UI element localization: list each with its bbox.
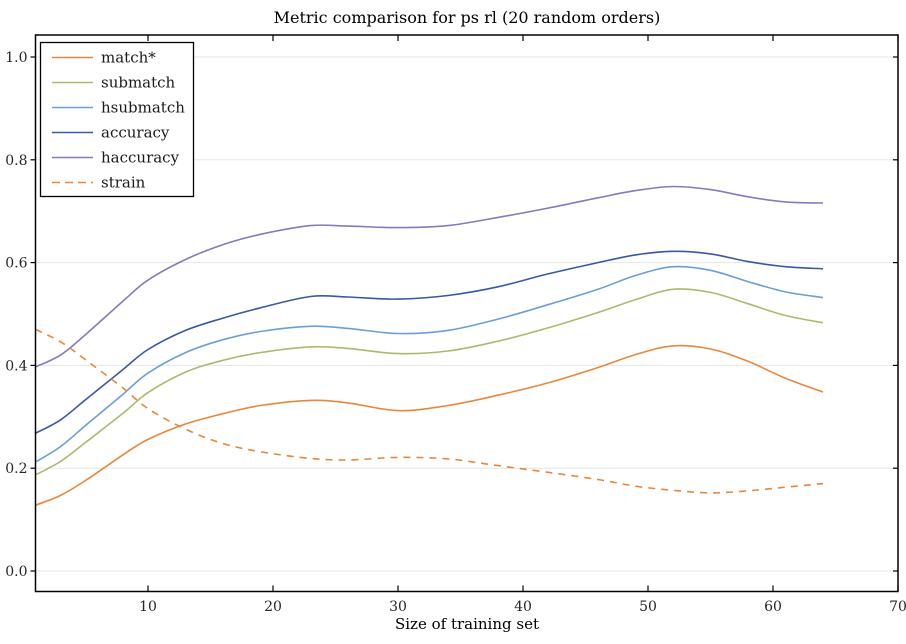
series-line-accuracy	[35, 250, 824, 434]
series-line-submatch	[35, 288, 824, 476]
x-axis-label: Size of training set	[395, 615, 539, 633]
y-tick-label: 0.8	[5, 153, 27, 169]
x-tick-label: 30	[389, 599, 407, 615]
legend: match* submatch hsubmatch accuracy haccuracy…	[39, 41, 195, 198]
y-tick-label: 0.4	[5, 358, 27, 374]
series-line-match*	[35, 344, 824, 506]
x-tick-label: 60	[764, 599, 782, 615]
legend-label-match*: match*	[101, 49, 156, 67]
legend-label-haccuracy: haccuracy	[101, 149, 180, 167]
x-tick-label: 10	[139, 599, 157, 615]
legend-label-submatch: submatch	[101, 74, 176, 92]
legend-label-strain: strain	[101, 174, 146, 192]
axes-frame	[34, 34, 899, 593]
series-layer	[35, 185, 824, 506]
y-tick-label: 0.2	[5, 461, 27, 477]
x-tick-label: 20	[264, 599, 282, 615]
legend-label-accuracy: accuracy	[101, 124, 170, 142]
x-tick-label: 40	[514, 599, 532, 615]
legend-label-hsubmatch: hsubmatch	[101, 99, 185, 117]
x-tick-label: 70	[889, 599, 906, 615]
axes-layer: 10 20 30 40 50 60 70 0.0 0.2 0.4 0.6 0.8 1.0	[5, 34, 906, 615]
chart-title: Metric comparison for ps rl (20 random o…	[274, 8, 661, 27]
series-line-hsubmatch	[35, 265, 824, 463]
x-tick-label: 50	[639, 599, 657, 615]
series-line-haccuracy	[35, 185, 824, 368]
y-tick-label: 0.6	[5, 256, 27, 272]
y-tick-label: 1.0	[5, 50, 27, 66]
legend-box	[39, 41, 195, 198]
y-tick-label: 0.0	[5, 564, 27, 580]
